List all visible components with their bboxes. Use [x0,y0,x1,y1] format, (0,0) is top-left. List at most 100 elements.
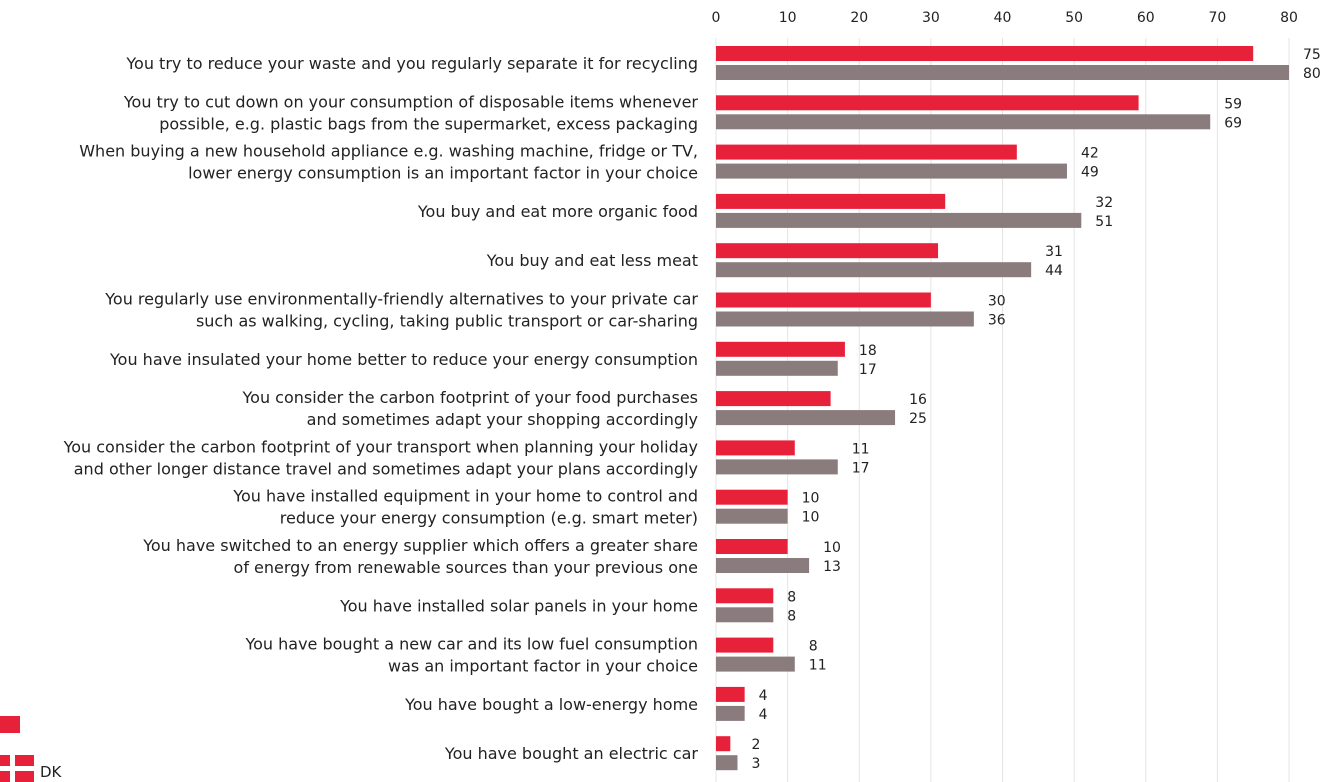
bar-series-1-row-2 [716,144,1017,160]
value-label-series-2-row-11: 8 [787,608,796,624]
bar-series-1-row-4 [716,243,939,259]
value-label-series-1-row-0: 75 [1303,47,1321,63]
category-label-1-line-1: possible, e.g. plastic bags from the sup… [159,114,698,133]
x-tick-label-6: 60 [1137,10,1155,26]
category-label-5-line-1: such as walking, cycling, taking public … [196,312,698,331]
value-label-series-1-row-2: 42 [1081,146,1099,162]
category-label-4-line-0: You buy and eat less meat [486,251,698,270]
category-label-5-line-0: You regularly use environmentally-friend… [104,290,698,309]
legend: DK [0,716,63,782]
x-tick-label-8: 80 [1280,10,1298,26]
denmark-flag-icon [0,755,34,782]
value-label-series-2-row-6: 17 [859,362,877,378]
category-row-12: 811 [716,637,827,674]
category-label-13-line-0: You have bought a low-energy home [404,695,698,714]
x-axis-ticks: 0 10 20 30 40 50 60 70 80 [712,10,1298,26]
legend-swatch-series-1 [0,716,20,733]
bar-series-2-row-9 [716,508,788,524]
x-tick-label-2: 20 [850,10,868,26]
value-label-series-2-row-5: 36 [988,313,1006,329]
bar-series-2-row-14 [716,755,738,771]
x-tick-label-0: 0 [712,10,721,26]
value-label-series-2-row-4: 44 [1045,263,1063,279]
category-labels: You try to reduce your waste and you reg… [63,54,699,763]
bar-series-2-row-13 [716,705,745,721]
legend-label-dk: DK [40,763,63,781]
gridlines [715,38,1290,782]
category-label-2-line-1: lower energy consumption is an important… [188,164,698,183]
x-tick-label-5: 50 [1065,10,1083,26]
value-label-series-1-row-12: 8 [809,639,818,655]
category-label-6-line-0: You have insulated your home better to r… [109,350,698,369]
category-label-9-line-0: You have installed equipment in your hom… [232,487,698,506]
category-label-1-line-0: You try to cut down on your consumption … [123,92,699,111]
bar-series-1-row-14 [716,736,731,752]
value-label-series-2-row-12: 11 [809,658,827,674]
bar-series-2-row-10 [716,558,810,573]
bar-series-1-row-7 [716,391,831,407]
bar-series-1-row-12 [716,637,774,653]
value-label-series-2-row-1: 69 [1224,115,1242,131]
category-label-2-line-0: When buying a new household appliance e.… [79,142,698,161]
value-label-series-1-row-6: 18 [859,343,877,359]
x-tick-label-7: 70 [1208,10,1226,26]
value-label-series-1-row-7: 16 [909,392,927,408]
x-tick-label-4: 40 [994,10,1012,26]
bar-series-2-row-1 [716,114,1211,130]
bars: 7580596942493251314430361817162511171010… [716,46,1321,772]
bar-series-1-row-1 [716,95,1139,111]
bar-series-2-row-12 [716,656,795,672]
category-label-12-line-0: You have bought a new car and its low fu… [244,635,698,654]
category-label-7-line-0: You consider the carbon footprint of you… [242,388,699,407]
category-row-14: 23 [716,736,760,772]
bar-series-2-row-5 [716,311,974,327]
value-label-series-1-row-13: 4 [759,688,768,704]
category-label-0-line-0: You try to reduce your waste and you reg… [125,54,698,73]
bar-series-1-row-6 [716,341,845,357]
bar-series-2-row-0 [716,65,1289,80]
bar-series-1-row-11 [716,588,774,604]
value-label-series-1-row-10: 10 [823,540,841,556]
bar-series-2-row-7 [716,410,896,426]
category-label-8-line-1: and other longer distance travel and som… [74,459,698,478]
value-label-series-2-row-3: 51 [1095,214,1113,230]
bar-series-1-row-3 [716,193,946,209]
category-row-13: 44 [716,686,768,723]
bar-series-2-row-6 [716,360,838,376]
bar-series-1-row-10 [716,539,788,554]
bar-series-1-row-5 [716,292,931,308]
x-tick-label-3: 30 [922,10,940,26]
value-label-series-2-row-7: 25 [909,411,927,427]
bar-series-2-row-3 [716,212,1082,228]
value-label-series-2-row-9: 10 [802,510,820,526]
category-label-7-line-1: and sometimes adapt your shopping accord… [307,410,698,429]
category-label-11-line-0: You have installed solar panels in your … [339,596,698,615]
value-label-series-1-row-9: 10 [802,491,820,507]
category-label-14-line-0: You have bought an electric car [444,744,698,763]
category-label-12-line-1: was an important factor in your choice [388,657,698,676]
bar-series-2-row-4 [716,262,1032,278]
category-row-11: 88 [716,588,796,624]
value-label-series-1-row-14: 2 [751,737,760,753]
value-label-series-2-row-13: 4 [759,707,768,723]
value-label-series-2-row-2: 49 [1081,165,1099,181]
bar-series-1-row-9 [716,489,788,505]
bar-series-2-row-2 [716,163,1067,179]
bar-series-2-row-11 [716,607,774,623]
category-label-10-line-0: You have switched to an energy supplier … [142,536,698,555]
value-label-series-1-row-5: 30 [988,294,1006,310]
bar-series-1-row-0 [716,46,1254,61]
value-label-series-1-row-11: 8 [787,589,796,605]
value-label-series-2-row-0: 80 [1303,66,1321,82]
category-label-9-line-1: reduce your energy consumption (e.g. sma… [280,509,698,528]
value-label-series-2-row-10: 13 [823,559,841,575]
